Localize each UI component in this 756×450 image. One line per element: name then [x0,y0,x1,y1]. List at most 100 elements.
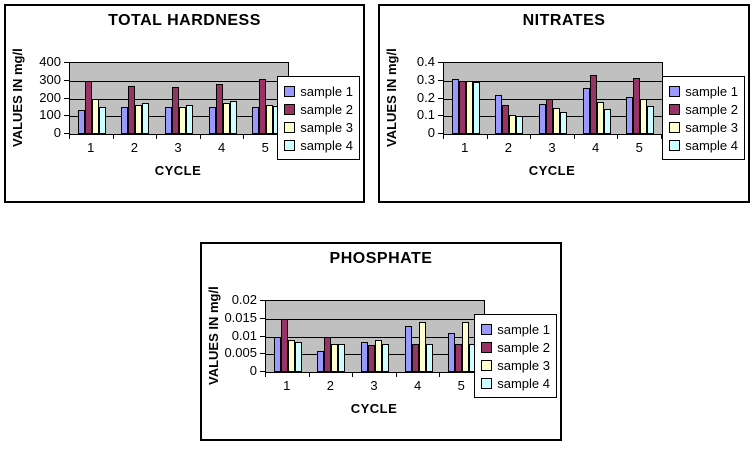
x-tick-mark [395,373,397,377]
bar-sample-4-cycle-4 [229,101,237,134]
legend-label: sample 4 [685,137,738,153]
chart-total-hardness: TOTAL HARDNESS VALUES IN mg/l 0 100 200 300 40… [4,4,365,203]
bar-sample-4-cycle-3 [559,111,567,134]
bar-sample-3-cycle-1 [91,98,99,134]
y-tick-mark [438,133,443,134]
bar-group-cycle-4 [201,63,245,134]
y-tick-mark [260,335,265,337]
bar-sample-2-cycle-1 [458,80,466,134]
x-tick-mark [443,135,444,139]
bar-group-cycle-3 [531,63,575,134]
y-tick-label: 0 [53,125,61,140]
legend-swatch-icon [284,103,296,115]
bar-group-cycle-2 [310,301,354,372]
bar-sample-1-cycle-3 [164,107,172,134]
legend-swatch-icon [481,341,493,353]
bar-sample-2-cycle-2 [502,104,510,134]
x-tick-mark [573,135,575,139]
bar-sample-4-cycle-4 [425,343,433,372]
legend-label: sample 1 [300,83,353,99]
legend-swatch-icon [481,377,493,389]
x-tick-label: 1 [87,140,95,155]
bar-sample-1-cycle-2 [121,106,129,134]
x-tick-mark [199,135,201,139]
bar-sample-4-cycle-4 [603,109,611,134]
legend-swatch-icon [669,121,681,133]
x-tick-label: 5 [261,140,269,155]
bar-sample-3-cycle-3 [178,106,186,134]
legend-label: sample 3 [685,119,738,135]
y-tick-mark [260,353,265,355]
bar-sample-4-cycle-3 [381,343,389,372]
x-tick-mark [69,135,70,139]
x-tick-label: 4 [591,140,600,155]
gridline [266,336,484,338]
bar-sample-2-cycle-4 [411,343,419,372]
y-tick-mark [64,79,69,81]
legend-label: sample 4 [497,375,550,391]
legend-swatch-icon [481,323,493,335]
bar-sample-3-cycle-2 [135,104,143,134]
x-tick-label: 1 [283,378,291,393]
legend-item-sample-1: sample 1 [669,82,738,100]
x-tick-label: 3 [548,140,556,155]
y-tick-label: 0.005 [224,345,257,361]
x-tick-mark [530,135,532,139]
legend-item-sample-2: sample 2 [284,100,353,118]
bar-sample-4-cycle-1 [294,341,302,372]
x-tick-mark [486,135,488,139]
legend-swatch-icon [669,103,681,115]
y-tick-mark [260,300,265,301]
bar-group-cycle-1 [444,63,488,134]
x-tick-mark [308,373,310,377]
x-tick-label: 5 [457,378,465,393]
y-tick-label: 0.01 [231,327,257,343]
bar-group-cycle-1 [266,301,310,372]
bar-sample-2-cycle-2 [324,336,332,372]
bar-group-cycle-2 [114,63,158,134]
legend-swatch-icon [284,121,296,133]
bar-sample-2-cycle-3 [367,345,375,372]
x-tick-label: 4 [413,378,422,393]
y-tick-label: 300 [39,71,61,87]
y-tick-label: 0.3 [416,71,435,87]
bar-sample-2-cycle-3 [171,86,179,134]
bar-sample-2-cycle-2 [128,86,136,134]
y-tick-label: 0.2 [416,89,435,105]
legend-item-sample-2: sample 2 [481,338,550,356]
bar-row [70,63,288,134]
y-tick-mark [438,62,443,63]
bar-sample-3-cycle-1 [287,340,295,372]
x-tick-mark [617,135,619,139]
bar-sample-1-cycle-5 [252,106,260,134]
bar-group-cycle-3 [157,63,201,134]
chart-phosphate: PHOSPHATE VALUES IN mg/l 0 0.005 0.01 0.015 0.… [200,242,562,441]
y-tick-label: 0.4 [416,54,435,69]
x-tick-label: 2 [326,378,334,393]
legend-item-sample-1: sample 1 [481,320,550,338]
y-tick-mark [64,115,69,117]
x-tick-label: 3 [174,140,182,155]
x-axis-label: CYCLE [528,163,576,178]
legend-label: sample 2 [685,101,738,117]
bar-group-cycle-4 [397,301,441,372]
bar-sample-2-cycle-1 [84,80,92,134]
legend: sample 1 sample 2 sample 3 sample 4 [662,76,745,160]
y-tick-mark [438,97,443,99]
bar-sample-3-cycle-3 [374,340,382,372]
bar-sample-2-cycle-5 [259,78,267,134]
y-tick-mark [260,317,265,319]
bar-sample-2-cycle-4 [215,84,223,134]
legend-swatch-icon [284,85,296,97]
y-tick-label: 100 [39,107,61,123]
legend-swatch-icon [284,139,296,151]
bar-sample-1-cycle-1 [273,336,281,372]
bar-sample-1-cycle-3 [360,341,368,372]
legend-item-sample-4: sample 4 [284,136,353,154]
y-tick-label: 0 [427,125,435,140]
bar-sample-2-cycle-3 [545,99,553,134]
y-tick-label: 200 [39,89,61,105]
y-tick-label: 0.02 [231,292,257,307]
bar-sample-3-cycle-5 [462,322,470,372]
